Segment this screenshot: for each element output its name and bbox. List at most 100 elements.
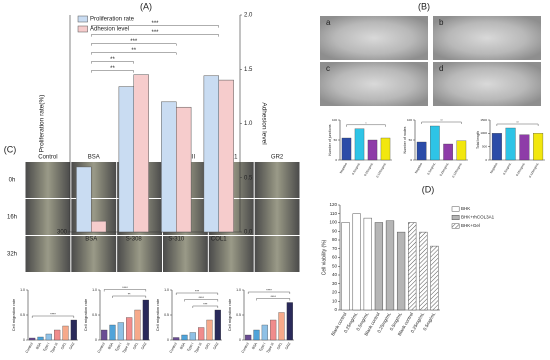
row-label: 32h — [7, 252, 17, 258]
bar — [354, 128, 365, 161]
scratch-image — [25, 162, 71, 198]
significance-bracket — [91, 25, 219, 28]
bar — [76, 166, 92, 233]
y-tick-label: 0.5 — [20, 313, 25, 317]
significance-bracket — [496, 123, 539, 126]
bar — [133, 74, 149, 233]
micrograph — [433, 62, 541, 106]
y-axis-label: Cell migration rate — [155, 298, 160, 331]
scratch-image — [208, 236, 254, 272]
bar — [430, 245, 439, 311]
scratch-image — [254, 162, 300, 198]
y-tick-label: 60 — [332, 255, 338, 260]
bar — [245, 334, 252, 341]
x-tick-label: Type III — [122, 342, 131, 354]
bar — [533, 133, 544, 161]
bar — [134, 309, 141, 341]
scratch-image — [117, 236, 162, 272]
bar — [363, 217, 372, 311]
significance-label: ** — [110, 57, 115, 63]
bar — [91, 220, 107, 233]
x-tick-label: S-310 — [168, 237, 185, 243]
bar — [181, 334, 188, 341]
y-tick-label: 50 — [332, 263, 338, 268]
x-tick-label: Control — [241, 342, 250, 354]
bar — [491, 133, 502, 161]
legend-label: Proliferation rate — [90, 17, 135, 23]
bar — [419, 231, 428, 311]
significance-bracket — [91, 34, 219, 37]
significance-bracket — [256, 298, 291, 301]
legend-label: BHK+rhCOL3A1 — [461, 215, 495, 220]
y-tick-label: 500 — [482, 144, 487, 148]
y2-tick-label: 0.0 — [244, 230, 253, 236]
y-tick-label: 0.5 — [92, 313, 97, 317]
scratch-image — [71, 236, 117, 272]
bar — [117, 322, 124, 341]
y-tick-label: 1.0 — [92, 288, 97, 292]
x-tick-label: Type I — [42, 342, 50, 352]
bar — [118, 86, 134, 233]
x-tick-label: Control — [97, 342, 106, 354]
scratch-image — [163, 236, 208, 272]
y-axis-label: Cell migration rate — [227, 298, 232, 331]
significance-label: **** — [270, 295, 276, 299]
legend-swatch — [451, 206, 460, 212]
x-tick-label: GR1 — [60, 342, 67, 350]
scratch-image — [254, 199, 300, 235]
y-tick-label: 1.0 — [236, 288, 241, 292]
y-tick-label: 0 — [335, 158, 337, 162]
y-tick-label: 10 — [332, 298, 338, 303]
significance-label: * — [365, 121, 367, 125]
y2-tick-label: 1.5 — [244, 67, 253, 73]
legend-label: Adhesion level — [90, 27, 129, 33]
bar — [214, 309, 221, 341]
y-axis-label: Number of nodes — [403, 126, 407, 153]
bar — [54, 329, 61, 341]
significance-label: ** — [110, 66, 115, 72]
x-tick-label: 0.5mg/mL — [426, 162, 436, 176]
x-tick-label: BSA — [85, 237, 97, 243]
bar — [203, 75, 219, 233]
x-tick-label: S-308 — [126, 237, 143, 243]
bar — [367, 139, 378, 161]
significance-bracket — [112, 295, 147, 298]
y-tick-label: 0 — [334, 307, 337, 312]
bar — [278, 312, 285, 341]
significance-bracket — [346, 124, 386, 127]
significance-bracket — [91, 43, 177, 46]
y-axis-label: Total length — [476, 131, 480, 149]
y-tick-label: 1.0 — [164, 288, 169, 292]
image-label: b — [439, 18, 444, 27]
significance-label: **** — [198, 296, 204, 300]
bar — [380, 137, 391, 161]
x-tick-label: Negative — [339, 162, 349, 175]
legend-swatch — [77, 15, 88, 23]
y-tick-label: 80 — [332, 237, 338, 242]
bar — [189, 332, 196, 341]
bar — [374, 222, 384, 311]
panel-label: (D) — [422, 184, 435, 194]
x-tick-label: 0.125mg/mL — [528, 162, 540, 179]
significance-bracket — [247, 291, 291, 294]
column-header: Control — [38, 155, 57, 161]
x-tick-label: GR1 — [276, 342, 283, 350]
y-tick-label: 1000 — [480, 131, 487, 135]
significance-label: *** — [130, 39, 138, 45]
x-tick-label: 0.125mg/mL — [375, 162, 387, 179]
bar — [519, 134, 530, 161]
y-tick-label: 300 — [57, 230, 68, 236]
significance-bracket — [91, 61, 134, 64]
image-label: a — [326, 18, 331, 27]
y-tick-label: 0.5 — [164, 313, 169, 317]
significance-label: *** — [151, 30, 159, 36]
bar — [126, 317, 133, 341]
x-tick-label: GR1 — [132, 342, 139, 350]
y-tick-label: 0 — [167, 338, 169, 342]
scratch-image — [25, 236, 71, 272]
row-label: 16h — [7, 215, 17, 221]
significance-label: *** — [195, 290, 200, 294]
significance-bracket — [91, 70, 134, 73]
column-header: BSA — [88, 155, 100, 161]
bar — [408, 222, 417, 311]
